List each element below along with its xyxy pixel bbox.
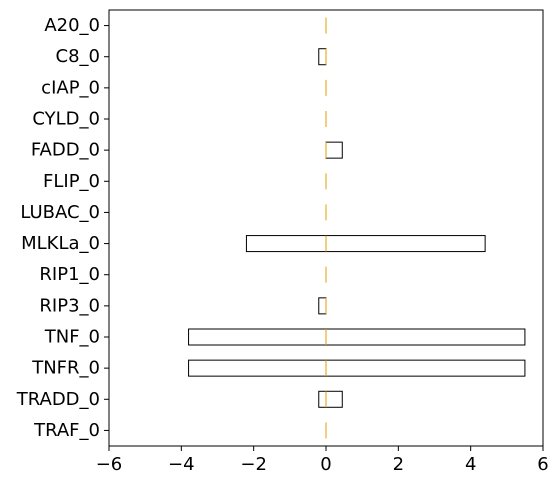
x-tick-label: 6 bbox=[537, 454, 548, 475]
box-bar bbox=[318, 390, 343, 408]
y-tick-label: CYLD_0 bbox=[32, 109, 100, 130]
y-tick-label: MLKLa_0 bbox=[21, 233, 100, 254]
y-tick-label: A20_0 bbox=[44, 15, 100, 36]
box-bar bbox=[188, 328, 526, 346]
x-tick-label: 2 bbox=[393, 454, 404, 475]
y-tick-label: C8_0 bbox=[56, 46, 100, 67]
y-tick-label: RIP3_0 bbox=[39, 295, 100, 316]
y-tick-label: TRADD_0 bbox=[16, 389, 100, 410]
y-tick-label: FLIP_0 bbox=[43, 171, 100, 192]
y-tick-label: cIAP_0 bbox=[41, 77, 100, 98]
x-tick-label: −4 bbox=[168, 454, 195, 475]
box-bar bbox=[318, 297, 327, 315]
x-tick-label: −2 bbox=[240, 454, 267, 475]
plot-frame bbox=[108, 9, 544, 447]
y-tick-label: LUBAC_0 bbox=[20, 202, 100, 223]
box-bar bbox=[188, 359, 526, 377]
x-tick-label: 0 bbox=[320, 454, 331, 475]
x-tick-label: 4 bbox=[465, 454, 476, 475]
y-tick-label: RIP1_0 bbox=[39, 264, 100, 285]
plot-area: A20_0 C8_0 cIAP_0 CYLD_0 FADD_0 FLIP_0 LUBAC_0… bbox=[16, 9, 549, 475]
y-tick-label: TNFR_0 bbox=[31, 358, 100, 379]
box-bar bbox=[325, 141, 343, 159]
x-tick-label: −6 bbox=[96, 454, 123, 475]
y-tick-label: FADD_0 bbox=[31, 140, 100, 161]
y-tick-label: TRAF_0 bbox=[33, 420, 100, 441]
box-bar bbox=[245, 235, 486, 253]
y-tick-label: TNF_0 bbox=[44, 327, 100, 348]
box-bar bbox=[318, 48, 327, 66]
